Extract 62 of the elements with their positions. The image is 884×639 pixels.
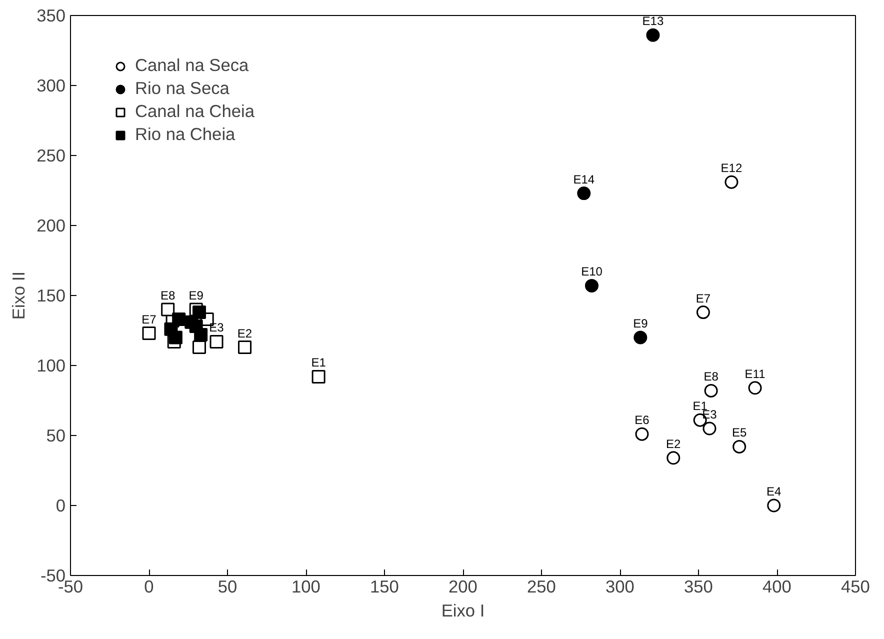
point [666, 451, 680, 465]
annotation: E6 [634, 413, 650, 428]
y-tick-label: 350 [36, 6, 66, 26]
annotation: E7 [142, 312, 157, 326]
point [238, 340, 252, 354]
annotation: E2 [237, 326, 252, 340]
annotation: E8 [160, 288, 176, 302]
point [584, 278, 598, 292]
point [161, 302, 175, 316]
point [312, 370, 326, 384]
legend-label: Canal na Seca [135, 55, 249, 76]
annotation: E1 [311, 356, 326, 370]
point [210, 334, 224, 348]
annotation: E11 [744, 366, 766, 381]
point [577, 186, 591, 200]
x-tick-label: 0 [144, 576, 154, 596]
point [724, 175, 738, 189]
annotation: E12 [720, 161, 742, 176]
point [634, 330, 648, 344]
annotation: E13 [642, 14, 664, 28]
annotation: E5 [732, 426, 747, 440]
annotation: E10 [581, 264, 603, 279]
x-tick-label: 300 [606, 576, 634, 596]
annotation: E8 [704, 370, 719, 384]
legend-label: Rio na Cheia [135, 124, 236, 145]
point [748, 381, 762, 395]
x-tick-label: 350 [684, 576, 713, 596]
x-tick-label: 400 [762, 576, 792, 596]
x-tick-label: 150 [370, 576, 399, 596]
point [142, 326, 156, 340]
y-tick-label: 300 [36, 76, 66, 96]
annotation: E14 [573, 172, 595, 186]
y-tick-label: 200 [36, 216, 66, 236]
point [172, 312, 186, 326]
point [192, 306, 206, 320]
annotation: E4 [766, 484, 782, 498]
annotation: E7 [696, 291, 711, 306]
annotation: E2 [666, 436, 682, 451]
x-tick-label: 100 [292, 576, 320, 596]
legend-label: Rio na Seca [135, 78, 230, 99]
x-tick-label: 450 [841, 576, 870, 596]
y-tick-label: 250 [36, 146, 66, 166]
point [767, 498, 781, 512]
legend-label: Canal na Cheia [135, 101, 254, 122]
y-tick-label: 50 [46, 426, 66, 446]
y-tick-label: 100 [36, 356, 66, 376]
y-tick-label: 0 [56, 496, 66, 516]
x-axis-title: Eixo I [441, 600, 485, 620]
point [646, 28, 660, 42]
point [702, 422, 716, 436]
x-tick-label: 200 [448, 576, 478, 596]
point [635, 427, 649, 441]
point [696, 306, 710, 320]
annotation: E9 [633, 316, 648, 330]
x-tick-label: 250 [527, 576, 556, 596]
annotation: E9 [188, 288, 204, 302]
y-axis-title: Eixo II [8, 271, 29, 320]
point [732, 440, 746, 454]
x-tick-label: 50 [218, 576, 238, 596]
point [704, 384, 718, 398]
point [192, 340, 206, 354]
y-tick-label: 150 [36, 286, 66, 306]
